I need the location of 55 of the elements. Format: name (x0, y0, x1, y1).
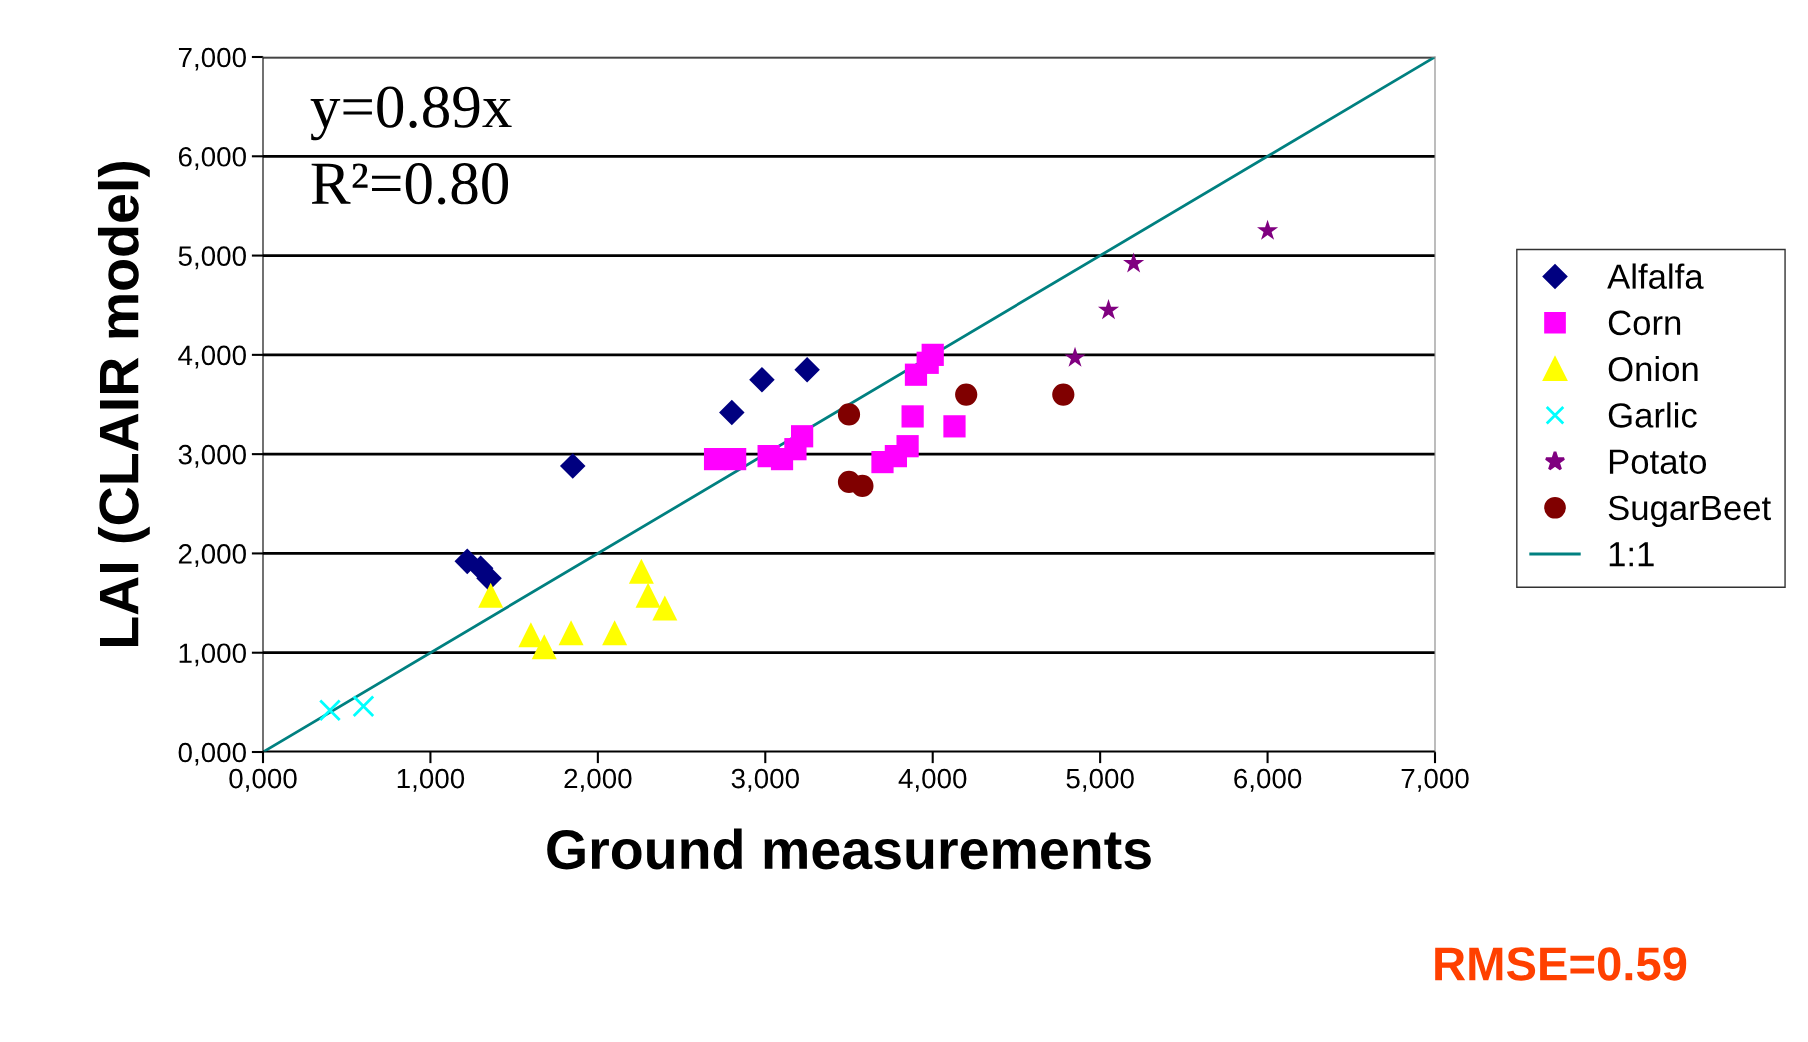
legend-label: Garlic (1608, 402, 1697, 428)
x-tick-label: 1,000 (397, 768, 465, 792)
point (558, 620, 584, 646)
x-tick-label: 0,000 (229, 768, 297, 792)
y-tick-label: 6,000 (178, 146, 246, 170)
point (1257, 219, 1279, 240)
y-axis-title: LAI (CLAIR model) (97, 161, 150, 647)
point (921, 343, 944, 366)
point (901, 405, 924, 428)
point (943, 415, 966, 438)
point (851, 474, 874, 498)
point (719, 399, 745, 426)
annotation: y=0.89x (310, 86, 512, 141)
annotation: R²=0.80 (311, 163, 509, 205)
point (318, 699, 342, 722)
legend-label: Alfalfa (1607, 263, 1704, 289)
point (749, 366, 775, 393)
x-tick-label: 6,000 (1234, 768, 1302, 792)
x-tick-label: 5,000 (1066, 768, 1134, 792)
point (791, 425, 814, 448)
x-axis-title: Ground measurements (547, 828, 1151, 870)
y-tick-label: 4,000 (178, 345, 246, 369)
point (559, 453, 586, 479)
point (794, 356, 820, 383)
point (635, 582, 661, 608)
point (1123, 252, 1145, 273)
x-tick-label: 4,000 (898, 768, 967, 792)
y-tick-label: 1,000 (179, 643, 246, 667)
x-tick-label: 7,000 (1401, 768, 1469, 792)
point (478, 582, 504, 608)
text: RMSE=0.59 (1435, 947, 1687, 981)
y-tick-label: 0,000 (178, 742, 246, 766)
point (628, 558, 654, 584)
point (652, 595, 678, 621)
legend-label: Potato (1609, 449, 1707, 474)
y-tick-label: 7,000 (178, 47, 246, 71)
point (1052, 383, 1075, 406)
point (837, 403, 861, 426)
point (1064, 346, 1086, 367)
y-tick-label: 5,000 (178, 246, 246, 270)
legend-label: Corn (1608, 310, 1681, 336)
point (531, 634, 557, 660)
x-tick-label: 2,000 (564, 768, 632, 792)
legend-label: 1:1 (1609, 542, 1654, 567)
point (602, 620, 628, 646)
legend-label: Onion (1608, 355, 1698, 382)
point (955, 383, 978, 406)
point (352, 695, 375, 718)
legend-label: SugarBeet (1608, 495, 1771, 528)
point (1097, 299, 1120, 320)
y-tick-label: 3,000 (178, 444, 246, 468)
point (896, 435, 919, 458)
y-tick-label: 2,000 (178, 544, 246, 568)
x-tick-label: 3,000 (731, 768, 799, 792)
point (724, 448, 747, 471)
